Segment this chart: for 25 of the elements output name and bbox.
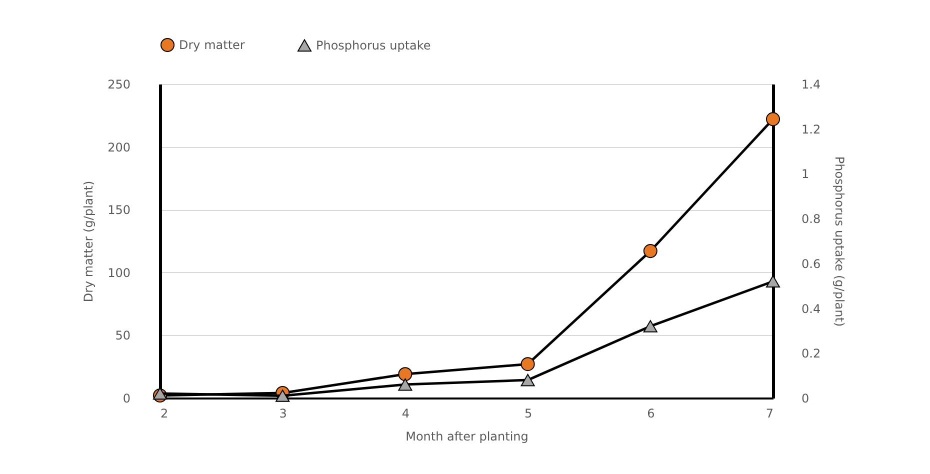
y2-tick-label: 1.2 [802,122,821,136]
x-tick-label: 6 [647,406,655,420]
y-axis-title: Dry matter (g/plant) [82,180,96,302]
y2-tick-label: 1.4 [802,78,821,92]
y2-axis-title: Phosphorus uptake (g/plant) [832,156,847,327]
legend-label: Dry matter [179,38,245,52]
y2-tick-label: 0.8 [802,212,821,226]
x-axis-title: Month after planting [406,430,528,444]
y2-tick-label: 0.6 [802,256,821,271]
y2-tick-label: 0.4 [802,302,821,316]
x-tick-label: 7 [766,406,774,420]
x-tick-label: 2 [160,406,168,420]
x-tick-label: 3 [279,406,287,420]
x-tick-label: 4 [402,406,410,420]
x-tick-label: 5 [524,406,532,420]
legend-label: Phosphorus uptake [316,38,431,52]
y2-tick-label: 0.2 [802,346,821,361]
y2-tick-label: 1 [802,167,810,182]
y-tick-label: 50 [115,328,130,343]
y-tick-label: 0 [122,392,130,406]
y-tick-label: 100 [108,266,130,280]
y-tick-label: 200 [108,140,130,154]
y2-tick-label: 0 [802,392,810,406]
y-tick-label: 150 [108,203,130,218]
y-tick-label: 250 [108,78,130,92]
